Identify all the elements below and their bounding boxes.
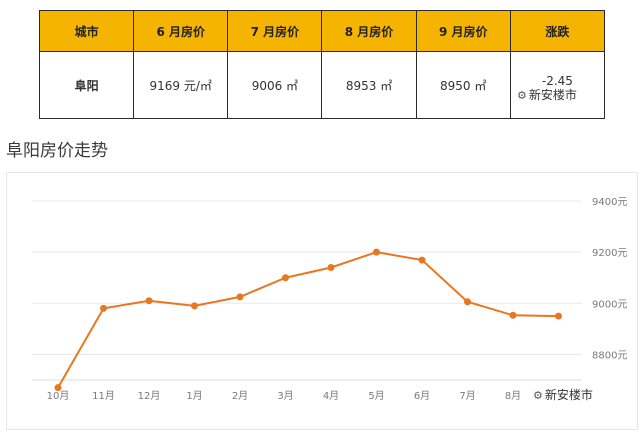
y-axis-ticks: 8800元 9000元 9200元 9400元 bbox=[592, 197, 627, 361]
data-point bbox=[191, 302, 198, 310]
x-tick-label: 1月 bbox=[186, 390, 202, 402]
data-point bbox=[100, 304, 107, 312]
cell-august-price: 8953 ㎡ bbox=[321, 51, 417, 119]
cell-change: -2.45 bbox=[509, 51, 606, 119]
wechat-icon: ⚙ bbox=[533, 389, 543, 402]
header-change: 涨跌 bbox=[509, 10, 606, 52]
chart-container bbox=[6, 172, 638, 430]
x-tick-label: 10月 bbox=[47, 390, 70, 402]
data-point bbox=[282, 274, 289, 282]
data-point bbox=[418, 256, 426, 264]
x-axis-ticks: 10月11月12月1月2月3月4月5月6月7月8月9月 bbox=[47, 390, 567, 402]
header-august: 8 月房价 bbox=[321, 10, 417, 52]
data-point bbox=[54, 384, 62, 392]
wechat-icon: ⚙ bbox=[517, 89, 527, 102]
watermark-text: 新安楼市 bbox=[528, 88, 577, 102]
x-tick-label: 2月 bbox=[232, 390, 248, 402]
chart-title: 阜阳房价走势 bbox=[6, 141, 108, 161]
table-row: 阜阳 9169 元/㎡ 9006 ㎡ 8953 ㎡ 8950 ㎡ -2.45 bbox=[38, 51, 606, 119]
x-tick-label: 6月 bbox=[414, 390, 430, 402]
data-point bbox=[236, 293, 244, 301]
cell-july-price: 9006 ㎡ bbox=[227, 51, 323, 119]
y-tick-label: 8800元 bbox=[592, 350, 627, 361]
table-header-row: 城市 6 月房价 7 月房价 8 月房价 9 月房价 涨跌 bbox=[38, 10, 606, 52]
data-point bbox=[373, 248, 380, 256]
change-value: -2.45 bbox=[541, 74, 573, 88]
x-tick-label: 8月 bbox=[505, 390, 521, 402]
y-tick-label: 9400元 bbox=[592, 197, 627, 208]
data-point bbox=[145, 297, 153, 305]
grid-lines bbox=[32, 200, 582, 381]
y-tick-label: 9000元 bbox=[592, 299, 627, 310]
cell-september-price: 8950 ㎡ bbox=[415, 51, 511, 119]
x-tick-label: 11月 bbox=[92, 390, 115, 402]
cell-june-price: 9169 元/㎡ bbox=[133, 51, 229, 119]
data-point bbox=[555, 312, 562, 320]
watermark-top: ⚙ 新安楼市 bbox=[517, 86, 577, 103]
x-tick-label: 7月 bbox=[459, 390, 475, 402]
data-point bbox=[464, 298, 471, 306]
cell-city: 阜阳 bbox=[38, 51, 135, 119]
x-tick-label: 3月 bbox=[277, 390, 293, 402]
series-line bbox=[57, 251, 559, 389]
series-points bbox=[54, 248, 562, 392]
y-tick-label: 9200元 bbox=[592, 248, 627, 259]
header-september: 9 月房价 bbox=[415, 10, 511, 52]
watermark-bottom: ⚙ 新安楼市 bbox=[533, 386, 593, 403]
header-city: 城市 bbox=[38, 10, 135, 52]
x-tick-label: 5月 bbox=[368, 390, 384, 402]
x-tick-label: 12月 bbox=[138, 390, 161, 402]
price-table: 城市 6 月房价 7 月房价 8 月房价 9 月房价 涨跌 阜阳 9169 元/… bbox=[38, 10, 606, 119]
x-tick-label: 4月 bbox=[323, 390, 339, 402]
data-point bbox=[509, 311, 517, 319]
data-point bbox=[327, 263, 335, 271]
watermark-text: 新安楼市 bbox=[544, 388, 593, 402]
